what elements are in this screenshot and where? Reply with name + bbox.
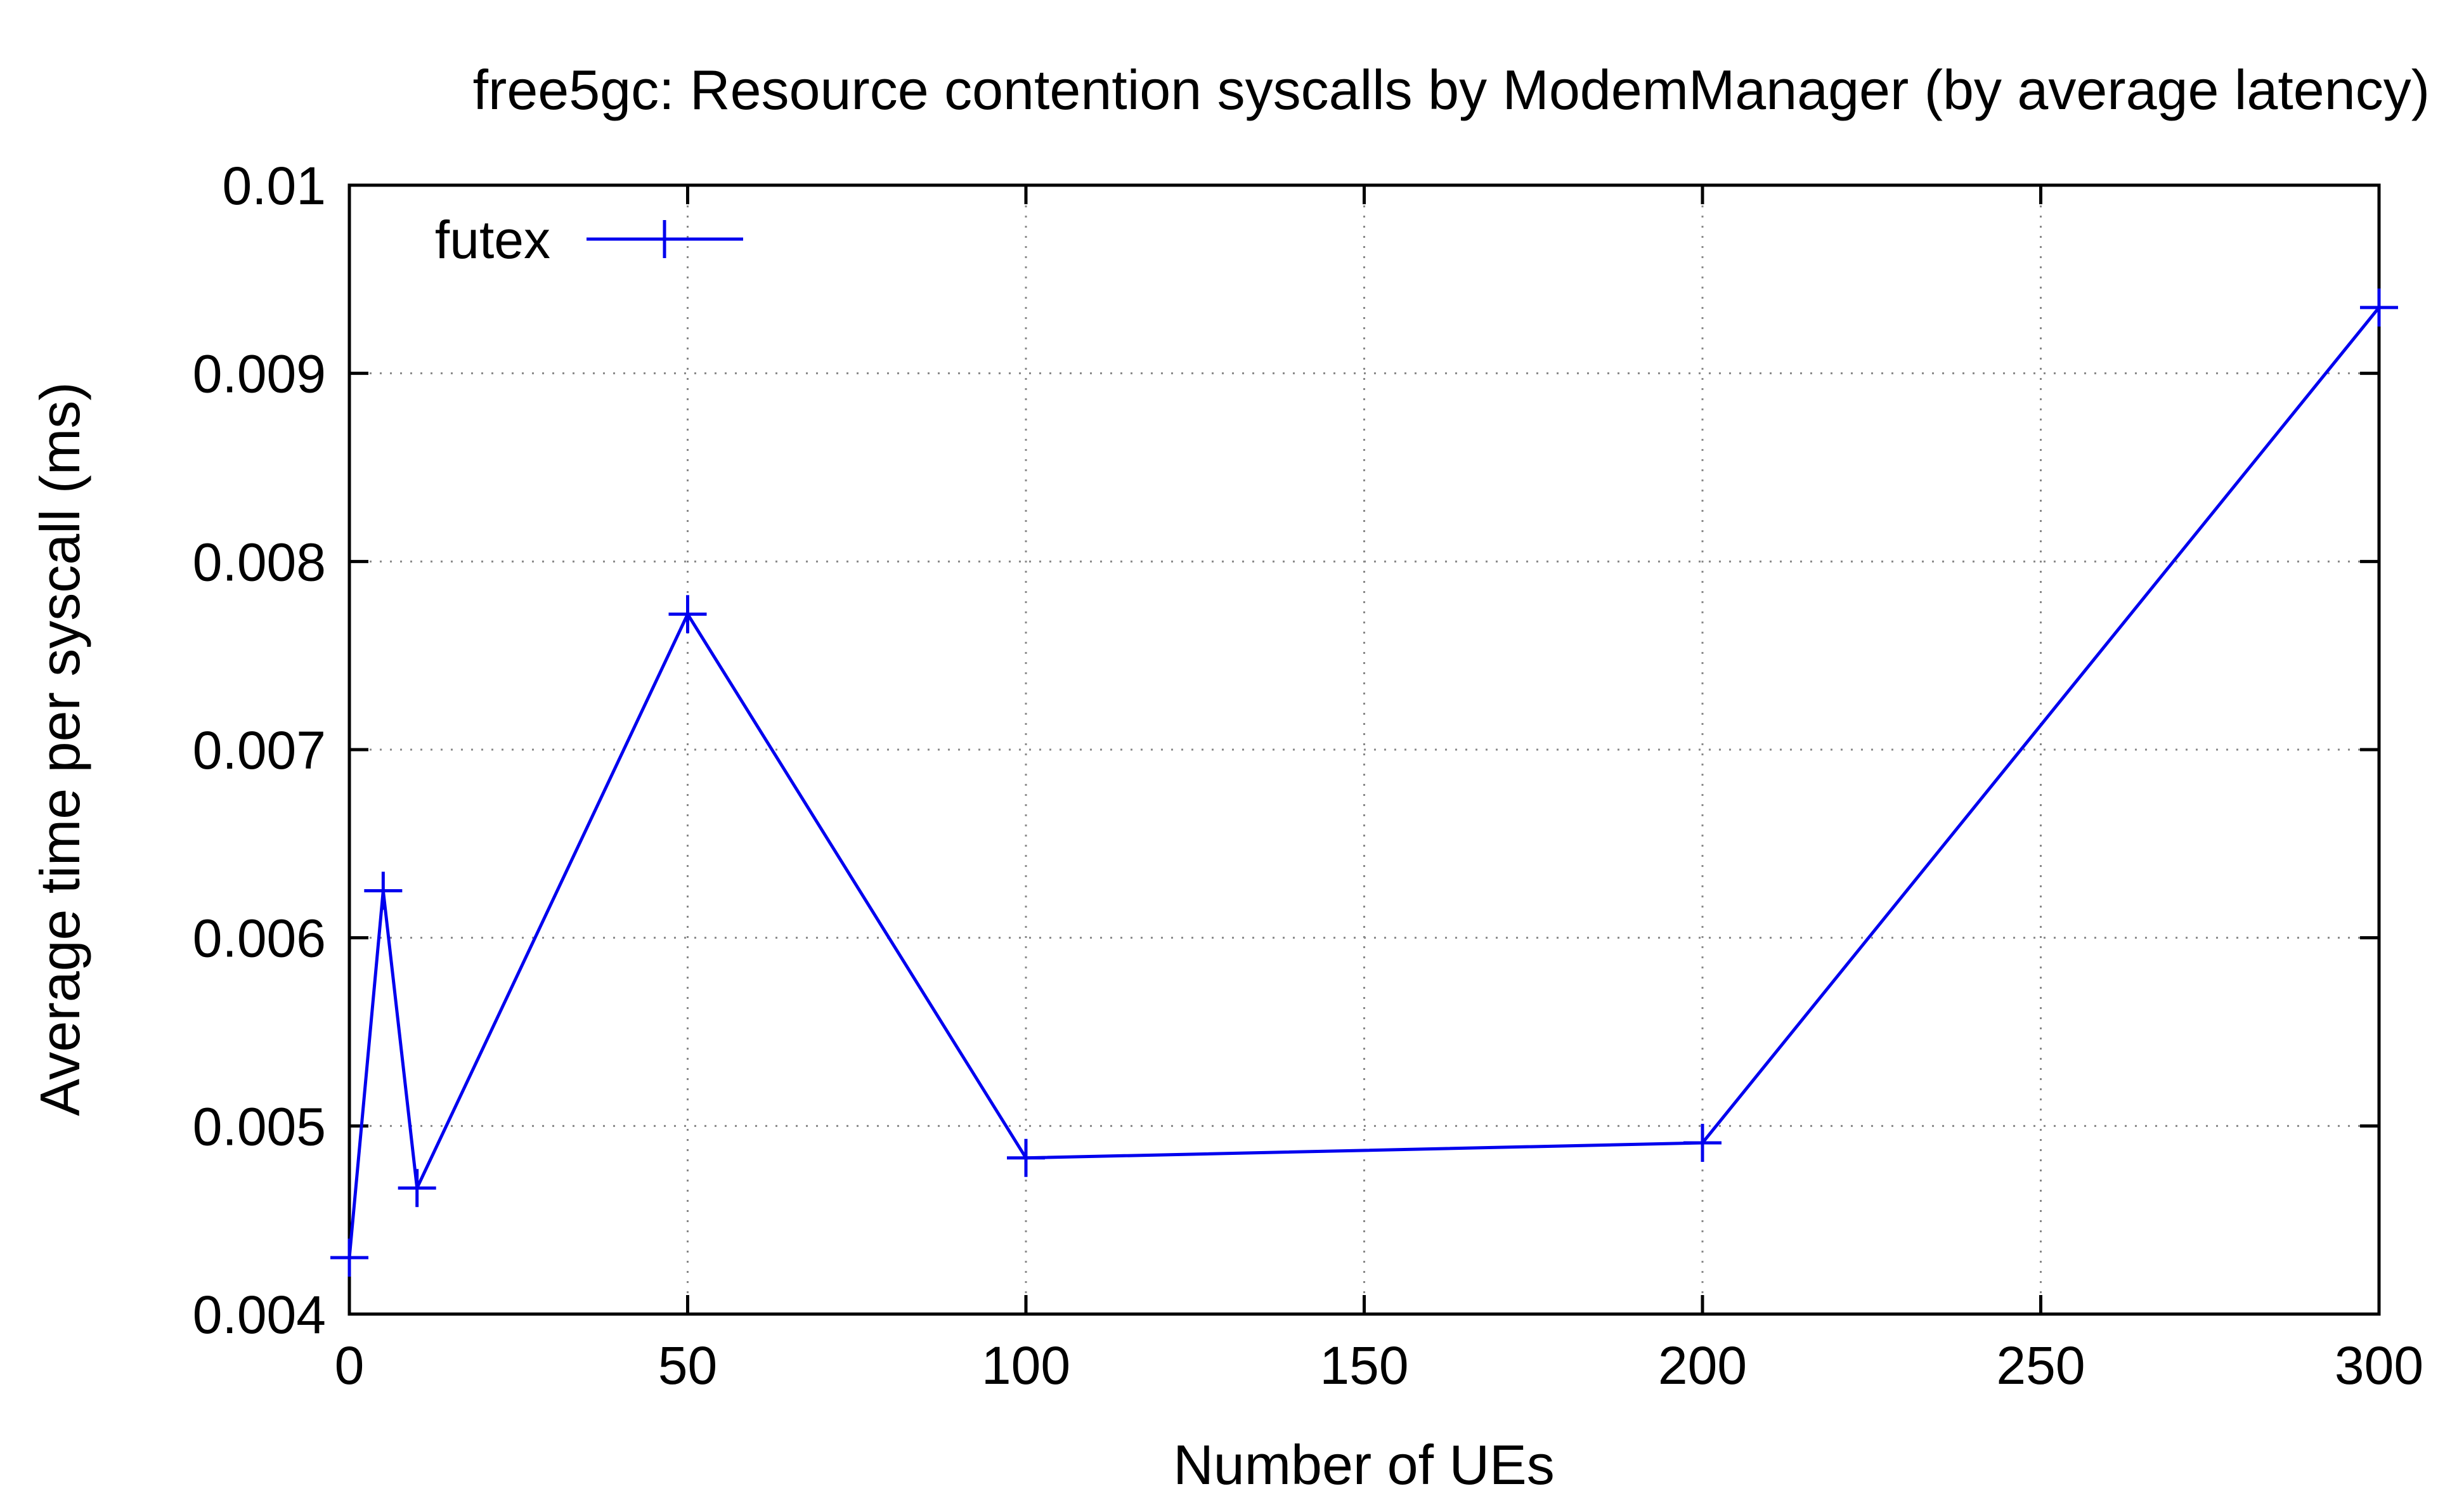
plot-frame xyxy=(347,183,2381,1316)
y-tick-label: 0.005 xyxy=(193,1097,326,1156)
x-tick-label: 200 xyxy=(1658,1336,1747,1395)
y-tick-label: 0.008 xyxy=(193,532,326,592)
x-tick-label: 300 xyxy=(2335,1336,2423,1395)
series xyxy=(330,288,2398,1277)
data-point-futex xyxy=(330,1239,368,1277)
data-point-futex xyxy=(668,595,707,634)
x-tick-label: 250 xyxy=(1996,1336,2085,1395)
legend-marker-futex xyxy=(645,220,684,258)
data-point-futex xyxy=(398,1169,436,1208)
ticks: 0 50 100 150 200 250 300 0.004 0.005 0.006 0.007 0.… xyxy=(193,156,2423,1395)
legend: futex xyxy=(435,210,743,270)
data-point-futex xyxy=(2360,288,2398,327)
x-tick-label: 150 xyxy=(1320,1336,1408,1395)
chart-title: free5gc: Resource contention syscalls by… xyxy=(473,58,2430,121)
x-axis-label: Number of UEs xyxy=(1173,1433,1555,1496)
y-tick-label: 0.004 xyxy=(193,1285,326,1345)
y-tick-label: 0.009 xyxy=(193,344,326,404)
data-point-futex xyxy=(1683,1124,1722,1163)
y-tick-label: 0.006 xyxy=(193,909,326,968)
x-tick-label: 50 xyxy=(658,1336,717,1395)
y-tick-label: 0.01 xyxy=(223,156,327,216)
y-tick-label: 0.007 xyxy=(193,720,326,780)
y-axis-label: Average time per syscall (ms) xyxy=(29,382,91,1116)
legend-label-futex: futex xyxy=(435,210,550,270)
x-tick-label: 0 xyxy=(335,1336,365,1395)
data-point-futex xyxy=(1007,1138,1045,1177)
data-point-futex xyxy=(364,871,403,910)
grid xyxy=(349,185,2379,1314)
x-tick-label: 100 xyxy=(982,1336,1070,1395)
